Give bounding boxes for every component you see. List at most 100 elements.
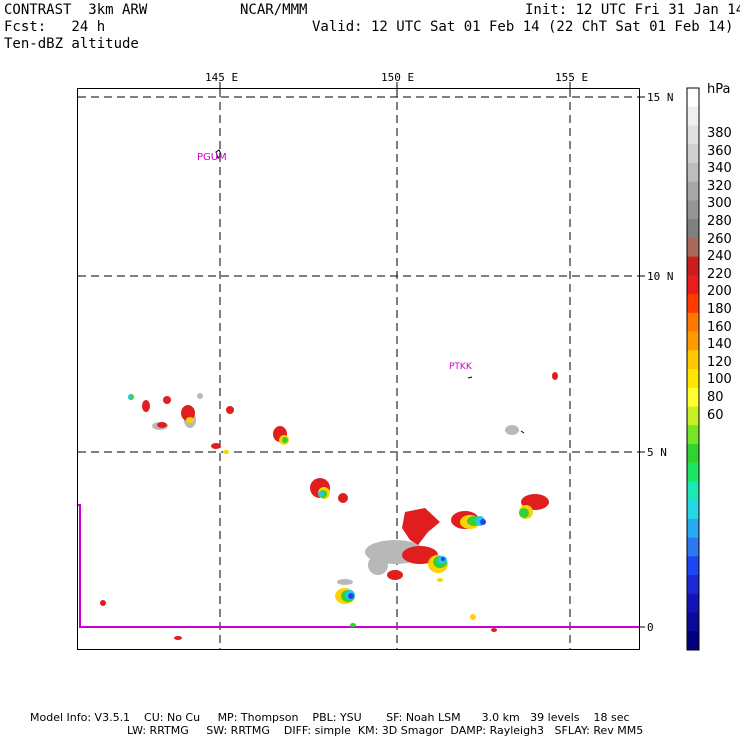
map-frame bbox=[77, 88, 640, 650]
colorbar-tick-label: 320 bbox=[707, 178, 732, 194]
lon-label-155: 155 E bbox=[555, 71, 589, 84]
colorbar-swatch bbox=[687, 500, 699, 520]
echo-grey bbox=[505, 425, 519, 435]
valid-time: Valid: 12 UTC Sat 01 Feb 14 (22 ChT Sat … bbox=[312, 19, 734, 35]
colorbar-tick-label: 220 bbox=[707, 266, 732, 282]
echo-green bbox=[519, 508, 529, 518]
echo-red bbox=[211, 443, 221, 449]
station-label-pgum: PGUM bbox=[197, 152, 227, 163]
echo-grey bbox=[368, 555, 388, 575]
colorbar-swatch bbox=[687, 88, 699, 108]
colorbar-tick-label: 160 bbox=[707, 319, 732, 335]
colorbar bbox=[686, 87, 700, 651]
echo-red bbox=[338, 493, 348, 503]
colorbar-tick-label: 340 bbox=[707, 161, 732, 177]
colorbar-unit: hPa bbox=[707, 82, 731, 97]
colorbar-tick-label: 200 bbox=[707, 284, 732, 300]
forecast-hour: Fcst: 24 h bbox=[4, 19, 106, 35]
echo-yellow bbox=[470, 614, 476, 620]
model-info-line2: LW: RRTMG SW: RRTMG DIFF: simple KM: 3D … bbox=[127, 724, 644, 737]
station-label-ptkk: PTKK bbox=[449, 362, 472, 372]
field-name: Ten-dBZ altitude bbox=[4, 36, 139, 52]
atoll-outline bbox=[467, 376, 473, 379]
colorbar-swatch bbox=[687, 631, 699, 651]
colorbar-frame bbox=[686, 87, 700, 651]
echo-red bbox=[163, 396, 171, 404]
echo-red bbox=[552, 372, 558, 380]
echo-grey bbox=[337, 579, 353, 585]
colorbar-tick-label: 280 bbox=[707, 214, 732, 229]
colorbar-swatch bbox=[687, 556, 699, 576]
colorbar-swatch bbox=[687, 125, 699, 145]
colorbar-tick-label: 380 bbox=[707, 126, 732, 141]
echo-red bbox=[402, 508, 440, 545]
boundary-line bbox=[78, 504, 639, 628]
colorbar-swatch bbox=[687, 331, 699, 351]
colorbar-swatch bbox=[687, 200, 699, 220]
colorbar-swatch bbox=[687, 181, 699, 201]
colorbar-tick-label: 80 bbox=[707, 390, 724, 405]
echo-patches bbox=[100, 372, 558, 640]
model-title: CONTRAST 3km ARW bbox=[4, 2, 148, 18]
lon-label-150: 150 E bbox=[381, 71, 415, 84]
colorbar-swatch bbox=[687, 369, 699, 389]
echo-red bbox=[402, 546, 438, 564]
colorbar-swatch bbox=[687, 162, 699, 183]
colorbar-swatch bbox=[687, 593, 699, 614]
colorbar-tick-label: 140 bbox=[707, 337, 732, 353]
atoll-outline bbox=[520, 430, 525, 434]
echo-red bbox=[174, 636, 182, 640]
colorbar-swatch bbox=[687, 387, 699, 407]
colorbar-swatch bbox=[687, 462, 699, 482]
lat-label-10n: 10 N bbox=[647, 270, 674, 283]
lon-label-145: 145 E bbox=[205, 71, 239, 84]
echo-yellow bbox=[437, 578, 443, 582]
echo-yellow bbox=[223, 450, 229, 454]
echo-yellow bbox=[186, 417, 194, 423]
colorbar-tick-label: 360 bbox=[707, 143, 732, 159]
colorbar-tick-label: 180 bbox=[707, 302, 732, 317]
colorbar-tick-label: 100 bbox=[707, 372, 732, 388]
echo-green bbox=[282, 437, 288, 443]
lat-label-15n: 15 N bbox=[647, 91, 674, 104]
colorbar-swatch bbox=[687, 537, 699, 557]
colorbar-swatch bbox=[687, 350, 699, 370]
echo-red bbox=[226, 406, 234, 414]
colorbar-swatch bbox=[687, 106, 699, 126]
echo-cyan bbox=[318, 491, 324, 497]
colorbar-swatch bbox=[687, 294, 699, 314]
colorbar-swatch bbox=[687, 312, 699, 333]
organization-label: NCAR/MMM bbox=[240, 2, 308, 18]
colorbar-swatch bbox=[687, 237, 699, 258]
colorbar-swatch bbox=[687, 256, 699, 276]
colorbar-tick-label: 240 bbox=[707, 249, 732, 265]
colorbar-swatch bbox=[687, 481, 699, 501]
colorbar-swatch bbox=[687, 144, 699, 164]
lat-label-5n: 5 N bbox=[647, 446, 667, 459]
colorbar-swatch bbox=[687, 575, 699, 595]
colorbar-swatch bbox=[687, 425, 699, 445]
echo-blue bbox=[348, 593, 354, 599]
colorbar-swatch bbox=[687, 518, 699, 539]
colorbar-tick-label: 120 bbox=[707, 354, 732, 370]
echo-blue bbox=[441, 557, 445, 561]
guam-outline bbox=[215, 149, 222, 160]
echo-cyan bbox=[128, 395, 132, 399]
colorbar-swatch bbox=[687, 275, 699, 295]
echo-green bbox=[350, 623, 356, 627]
init-time: Init: 12 UTC Fri 31 Jan 14 bbox=[525, 2, 740, 18]
echo-red bbox=[100, 600, 106, 606]
colorbar-swatch bbox=[687, 612, 699, 632]
model-info-line1: Model Info: V3.5.1 CU: No Cu MP: Thompso… bbox=[30, 711, 630, 724]
colorbar-tick-label: 260 bbox=[707, 231, 732, 247]
colorbar-swatch bbox=[687, 406, 699, 426]
echo-grey bbox=[197, 393, 203, 399]
echo-red bbox=[157, 422, 167, 428]
lat-label-0: 0 bbox=[647, 621, 654, 634]
echo-red bbox=[181, 405, 195, 421]
colorbar-swatch bbox=[687, 219, 699, 239]
echo-red bbox=[142, 400, 150, 412]
colorbar-swatch bbox=[687, 443, 699, 464]
colorbar-tick-label: 60 bbox=[707, 407, 724, 423]
